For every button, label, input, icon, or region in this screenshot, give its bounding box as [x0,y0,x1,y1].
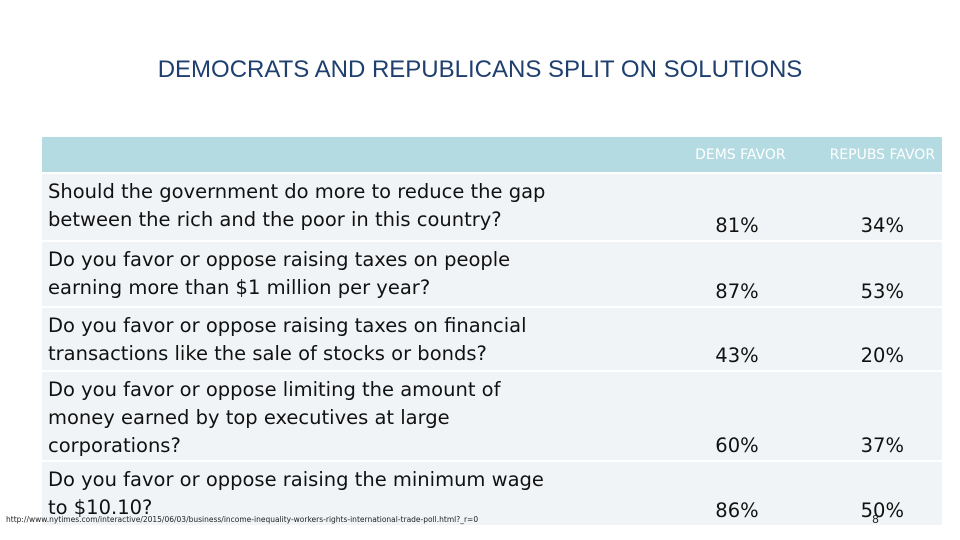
table-row: Do you favor or oppose limiting the amou… [42,370,942,461]
table-header-row: DEMS FAVOR REPUBS FAVOR [42,137,942,173]
header-question [42,137,547,173]
repubs-value: 20% [822,306,942,371]
table-row: Do you favor or oppose raising taxes on … [42,240,942,307]
page-number: 8 [872,513,879,526]
repubs-value: 34% [822,172,942,241]
header-dems-favor: DEMS FAVOR [695,146,786,163]
dems-value: 81% [546,172,823,241]
dems-value: 86% [546,460,823,525]
table-row: Should the government do more to reduce … [42,172,942,241]
question-cell: Should the government do more to reduce … [42,172,547,241]
table-row: Do you favor or oppose raising taxes on … [42,306,942,371]
repubs-value: 37% [822,370,942,461]
question-cell: Do you favor or oppose raising the minim… [42,460,547,525]
table-row: Do you favor or oppose raising the minim… [42,460,942,525]
source-url[interactable]: http://www.nytimes.com/interactive/2015/… [6,515,479,524]
question-cell: Do you favor or oppose raising taxes on … [42,240,547,307]
poll-table: DEMS FAVOR REPUBS FAVOR Should the gover… [42,137,942,525]
header-repubs-favor: REPUBS FAVOR [829,146,936,163]
dems-value: 87% [546,240,823,307]
repubs-value: 53% [822,240,942,307]
question-cell: Do you favor or oppose raising taxes on … [42,306,547,371]
slide-title: DEMOCRATS AND REPUBLICANS SPLIT ON SOLUT… [157,56,803,83]
dems-value: 60% [546,370,823,461]
dems-value: 43% [546,306,823,371]
question-cell: Do you favor or oppose limiting the amou… [42,370,547,461]
repubs-value: 50% [822,460,942,525]
